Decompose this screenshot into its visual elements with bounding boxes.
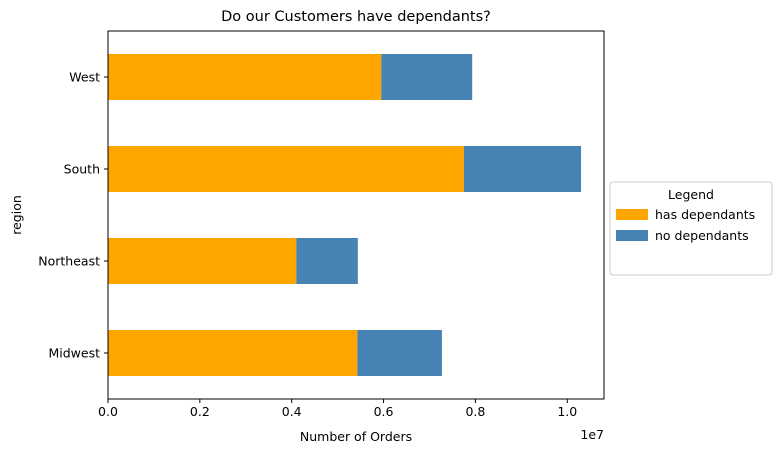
legend: Legend has dependants no dependants: [609, 181, 773, 276]
legend-swatch-no-dependants: [616, 230, 648, 241]
x-axis-ticks: 0.0 0.2 0.4 0.6 0.8 1.0: [98, 399, 577, 419]
legend-label-has-dependants: has dependants: [655, 207, 755, 222]
x-tick-label: 0.8: [465, 404, 485, 419]
y-tick-label-northeast: Northeast: [38, 254, 100, 269]
plot-frame: [107, 30, 605, 400]
x-axis-label: Number of Orders: [300, 429, 412, 444]
legend-label-no-dependants: no dependants: [655, 228, 749, 243]
bar-northeast-has-dependants: [108, 238, 297, 284]
y-axis-ticks: Midwest Northeast South West: [38, 70, 108, 361]
bar-south-has-dependants: [108, 146, 464, 192]
legend-title: Legend: [668, 187, 714, 202]
bar-northeast-no-dependants: [296, 238, 358, 284]
x-tick-label: 0.6: [374, 404, 394, 419]
x-tick-label: 0.4: [282, 404, 302, 419]
x-tick-label: 0.2: [190, 404, 210, 419]
x-tick-label: 1.0: [557, 404, 577, 419]
bar-south-no-dependants: [463, 146, 582, 192]
y-tick-label-west: West: [69, 70, 100, 85]
bar-west-no-dependants: [381, 54, 473, 100]
chart-title: Do our Customers have dependants?: [221, 9, 491, 25]
bar-midwest-no-dependants: [357, 330, 442, 376]
y-tick-label-midwest: Midwest: [48, 346, 100, 361]
bars-layer: [108, 54, 582, 376]
bar-west-has-dependants: [108, 54, 382, 100]
x-axis-scale-label: 1e7: [580, 427, 604, 442]
y-axis-label: region: [9, 195, 24, 235]
y-tick-label-south: South: [64, 162, 100, 177]
bar-midwest-has-dependants: [108, 330, 358, 376]
legend-swatch-has-dependants: [616, 209, 648, 220]
legend-box: [609, 181, 773, 276]
x-tick-label: 0.0: [98, 404, 118, 419]
